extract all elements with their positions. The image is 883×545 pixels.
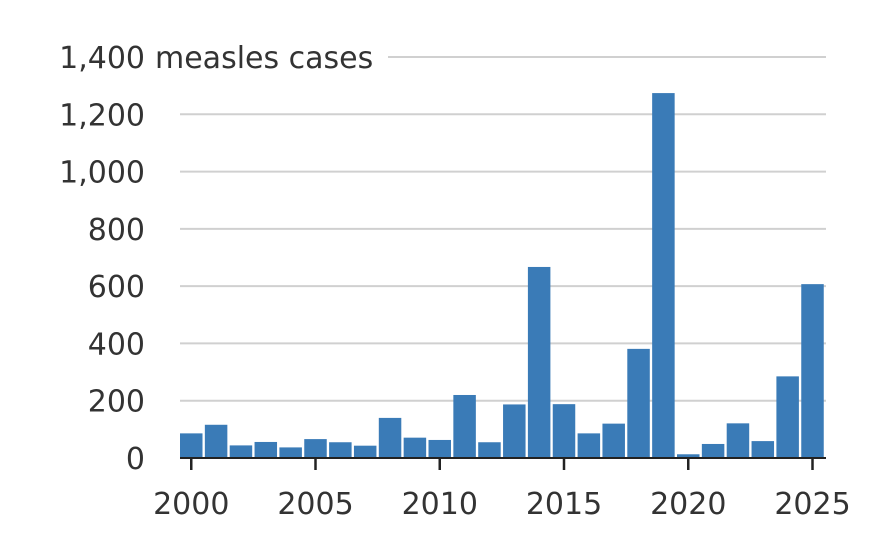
x-tick-label: 2010 (402, 487, 478, 522)
x-tick-label: 2020 (650, 487, 726, 522)
bar-2006 (329, 442, 352, 458)
bar-2007 (353, 445, 377, 458)
y-tick-label: 1,200 (59, 98, 145, 133)
bars (180, 93, 824, 458)
bar-2017 (602, 423, 625, 458)
y-tick-label: 800 (88, 213, 145, 248)
bar-2002 (229, 445, 253, 458)
y-tick-label: 200 (88, 385, 145, 420)
bar-2018 (627, 348, 650, 458)
bar-2010 (428, 439, 451, 458)
bar-2008 (378, 417, 402, 458)
y-axis-labels: 0 200 400 600 800 1,000 1,200 1,400 measles case… (59, 41, 373, 477)
y-axis-unit-label: measles cases (155, 41, 373, 76)
x-tick-label: 2025 (774, 487, 850, 522)
y-tick-label: 0 (126, 442, 145, 477)
y-tick-label: 1,000 (59, 156, 145, 191)
bar-2020 (677, 454, 700, 458)
bar-2004 (279, 447, 302, 458)
bar-2019 (652, 93, 675, 458)
x-axis: 2000 2005 2010 2015 2020 2025 (153, 457, 851, 522)
bar-2022 (726, 423, 750, 458)
y-tick-label: 1,400 (59, 41, 145, 76)
x-tick-label: 2015 (526, 487, 602, 522)
y-tick-label: 600 (88, 270, 145, 305)
x-tick-label: 2000 (153, 487, 229, 522)
bar-2016 (577, 433, 601, 458)
gridlines (180, 56, 826, 402)
bar-2000 (180, 433, 203, 458)
bar-2005 (304, 439, 327, 458)
y-tick-label: 400 (88, 327, 145, 362)
bar-2001 (204, 424, 228, 458)
bar-2024 (776, 376, 799, 458)
bar-2023 (751, 441, 775, 458)
bar-2011 (453, 394, 476, 458)
bar-2013 (503, 404, 526, 458)
bar-2021 (701, 443, 725, 458)
bar-2009 (403, 437, 427, 458)
bar-2012 (478, 442, 501, 458)
bar-2015 (552, 404, 576, 458)
bar-2014 (527, 266, 551, 458)
x-tick-label: 2005 (277, 487, 353, 522)
bar-2003 (254, 441, 278, 458)
bar-2025 (801, 284, 824, 458)
